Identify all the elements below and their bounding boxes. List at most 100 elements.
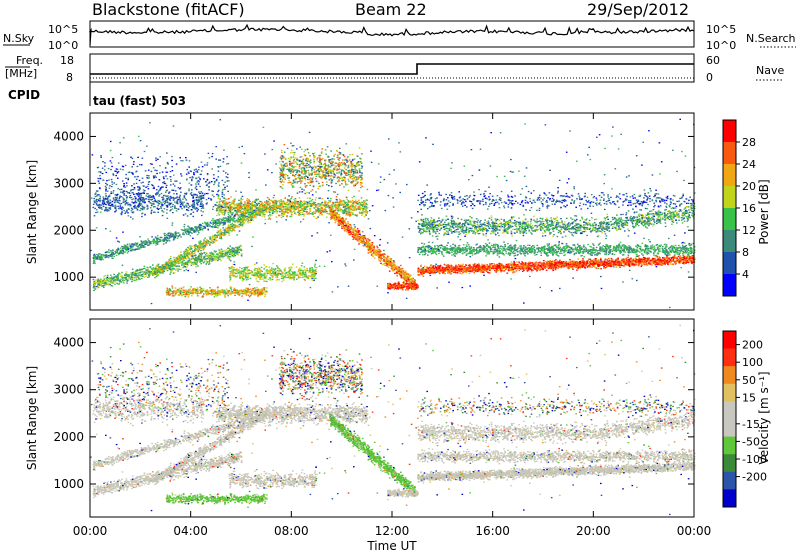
power-cell — [132, 272, 134, 273]
power-cell — [150, 267, 152, 268]
power-cell — [229, 221, 231, 222]
power-cell — [199, 253, 201, 254]
power-cell — [222, 257, 224, 258]
power-cell — [127, 274, 129, 275]
power-cell — [203, 252, 205, 253]
power-cell — [164, 235, 166, 236]
power-cell — [93, 281, 95, 282]
power-cell — [122, 277, 124, 278]
power-cell — [144, 266, 146, 267]
power-cell — [127, 244, 129, 245]
power-cell — [140, 272, 142, 273]
power-cell — [100, 280, 102, 281]
power-cell — [217, 260, 219, 261]
power-cell — [197, 259, 199, 260]
power-cell — [94, 282, 96, 283]
power-cell — [97, 281, 99, 282]
nsearch-tick-top: 10^5 — [706, 23, 736, 36]
power-cell — [155, 244, 157, 245]
power-cell — [120, 273, 122, 274]
power-cell — [150, 272, 152, 273]
power-cell — [227, 255, 229, 256]
power-cell — [195, 255, 197, 256]
power-cell — [99, 253, 101, 254]
power-cell — [184, 270, 186, 271]
power-cell — [198, 255, 200, 256]
power-cell — [94, 284, 96, 285]
power-cell — [192, 257, 194, 258]
power-cell — [185, 269, 187, 270]
power-cell — [205, 255, 207, 256]
power-cell — [232, 247, 234, 248]
power-cell — [170, 233, 172, 234]
power-cell — [157, 244, 159, 245]
power-cell — [174, 268, 176, 269]
power-cell — [101, 254, 103, 255]
power-cell — [118, 253, 120, 254]
power-cell — [182, 267, 184, 268]
power-cell — [135, 277, 137, 278]
freq-tick-bottom: 8 — [66, 71, 73, 84]
power-cell — [136, 279, 138, 280]
power-cell — [148, 267, 150, 268]
power-cell — [233, 255, 235, 256]
power-cell — [133, 277, 135, 278]
power-cell — [199, 260, 201, 261]
power-cell — [215, 223, 217, 224]
power-cell — [200, 263, 202, 264]
power-cell — [112, 285, 114, 286]
power-cell — [212, 227, 214, 228]
power-cell — [133, 274, 135, 275]
power-cell — [181, 229, 183, 230]
power-cell — [218, 253, 220, 254]
power-cell — [110, 275, 112, 276]
power-cell — [183, 232, 185, 233]
power-cell — [229, 254, 231, 255]
power-cell — [137, 269, 139, 270]
power-cell — [186, 266, 188, 267]
power-cell — [131, 276, 133, 277]
power-cell — [111, 258, 113, 259]
power-cell — [123, 282, 125, 283]
power-cell — [174, 234, 176, 235]
power-cell — [122, 249, 124, 250]
power-cell — [158, 264, 160, 265]
power-cell — [222, 251, 224, 252]
power-cell — [214, 257, 216, 258]
power-cell — [208, 225, 210, 226]
power-cell — [134, 272, 136, 273]
power-cell — [135, 271, 137, 272]
nave-tick-bottom: 0 — [706, 71, 713, 84]
power-cell — [105, 252, 107, 253]
power-cell — [160, 241, 162, 242]
power-cell — [169, 238, 171, 239]
power-cell — [130, 246, 132, 247]
power-cell — [130, 244, 132, 245]
power-cell — [93, 290, 95, 291]
power-cell — [95, 289, 97, 290]
power-cell — [131, 274, 133, 275]
freq-unit: [MHz] — [5, 67, 37, 80]
nsky-trace — [90, 25, 694, 45]
power-cell — [161, 237, 163, 238]
power-cell — [93, 259, 95, 260]
power-cell — [206, 222, 208, 223]
power-cell — [190, 235, 192, 236]
power-cell — [163, 269, 165, 270]
power-cell — [114, 276, 116, 277]
power-cell — [98, 282, 100, 283]
power-cell — [134, 280, 136, 281]
power-cell — [102, 280, 104, 281]
power-cell — [126, 275, 128, 276]
power-cell — [108, 255, 110, 256]
power-cell — [188, 260, 190, 261]
power-cell — [147, 271, 149, 272]
power-cell — [225, 221, 227, 222]
power-cell — [208, 254, 210, 255]
power-cell — [169, 240, 171, 241]
power-cell — [206, 226, 208, 227]
power-cell — [139, 275, 141, 276]
power-cell — [217, 257, 219, 258]
power-cell — [203, 226, 205, 227]
power-cell — [126, 282, 128, 283]
